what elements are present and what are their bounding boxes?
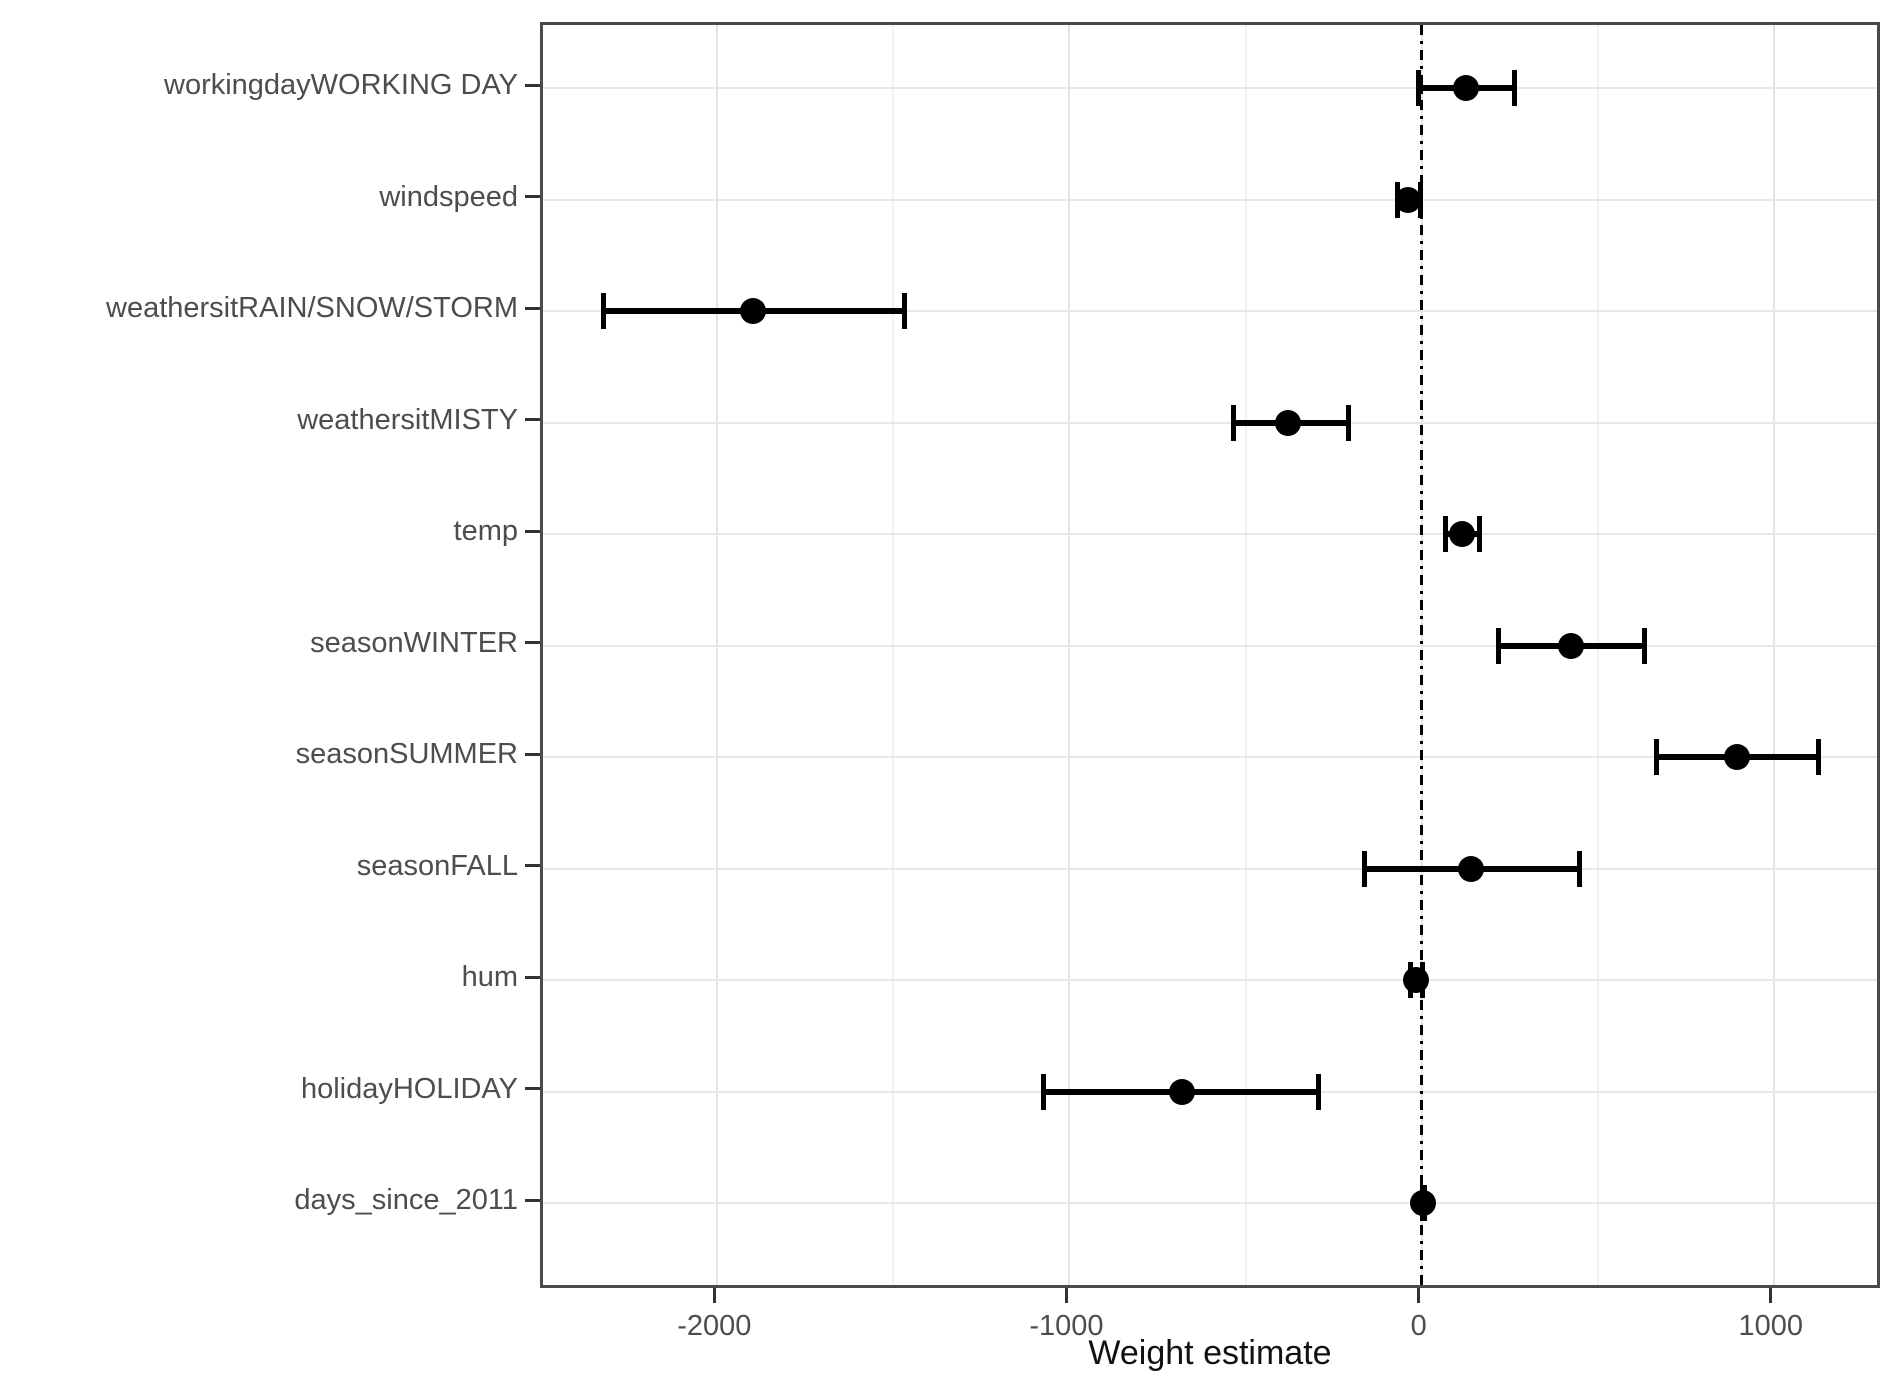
x-tick-label: 0 <box>1410 1310 1427 1342</box>
major-gridline <box>716 25 719 1285</box>
error-bar-cap-right <box>1816 739 1822 775</box>
major-gridline <box>1068 25 1071 1285</box>
x-tick-mark <box>1064 1288 1068 1303</box>
estimate-point <box>1169 1078 1196 1105</box>
y-tick-mark <box>525 1087 540 1090</box>
estimate-point <box>1410 1190 1437 1216</box>
y-tick-mark <box>525 195 540 198</box>
error-bar-cap-left <box>1041 1073 1047 1110</box>
error-bar-cap-right <box>1511 70 1517 106</box>
y-tick-mark <box>525 418 540 421</box>
y-tick-mark <box>525 864 540 867</box>
row-gridline <box>543 421 1877 424</box>
y-axis-label: temp <box>453 515 518 547</box>
y-axis-label: holidayHOLIDAY <box>300 1072 518 1105</box>
error-bar-cap-right <box>1418 181 1424 218</box>
row-gridline <box>543 867 1877 870</box>
y-axis-label: weathersitRAIN/SNOW/STORM <box>106 292 518 324</box>
y-axis-label: windspeed <box>379 180 518 213</box>
row-gridline <box>543 87 1877 89</box>
estimate-point <box>1452 75 1479 101</box>
y-axis-label: workingdayWORKING DAY <box>164 69 518 101</box>
estimate-point <box>739 298 766 324</box>
row-gridline <box>543 756 1877 758</box>
error-bar-cap-left <box>1654 739 1660 775</box>
error-bar-cap-left <box>601 293 607 329</box>
minor-gridline <box>1244 25 1247 1285</box>
x-tick-label: -2000 <box>677 1310 752 1342</box>
x-tick-mark <box>712 1288 716 1303</box>
estimate-point <box>1449 521 1476 547</box>
row-gridline <box>543 1202 1877 1204</box>
error-bar-cap-left <box>1442 516 1448 552</box>
y-tick-mark <box>525 641 540 644</box>
zero-reference-line <box>1420 25 1424 1285</box>
row-gridline <box>543 644 1877 647</box>
error-bar-cap-left <box>1361 850 1367 887</box>
y-axis-label: seasonSUMMER <box>295 738 518 770</box>
y-tick-mark <box>525 529 540 533</box>
estimate-point <box>1394 186 1421 213</box>
error-bar-cap-left <box>1416 70 1422 106</box>
y-axis-label: weathersitMISTY <box>297 403 518 436</box>
x-tick-label: -1000 <box>1029 1310 1104 1342</box>
y-tick-mark <box>525 975 540 979</box>
error-bar-cap-left <box>1231 404 1237 441</box>
plot-panel <box>540 22 1880 1288</box>
y-tick-mark <box>525 1198 540 1202</box>
error-bar-cap-right <box>1642 627 1648 664</box>
row-gridline <box>543 310 1877 312</box>
error-bar-cap-right <box>1576 850 1582 887</box>
major-gridline <box>1772 25 1775 1285</box>
y-axis-label: hum <box>461 961 518 993</box>
error-bar-cap-right <box>902 293 908 329</box>
estimate-point <box>1274 409 1301 436</box>
y-tick-mark <box>525 752 540 756</box>
estimate-point <box>1558 632 1585 659</box>
x-tick-label: 1000 <box>1738 1310 1804 1342</box>
error-bar-cap-left <box>1495 627 1501 664</box>
y-axis-label: seasonWINTER <box>310 626 518 659</box>
estimate-point <box>1403 967 1430 993</box>
row-gridline <box>543 198 1877 201</box>
x-tick-mark <box>1769 1288 1773 1303</box>
y-axis-label: days_since_2011 <box>294 1184 518 1216</box>
row-gridline <box>543 533 1877 535</box>
minor-gridline <box>892 25 895 1285</box>
minor-gridline <box>1596 25 1599 1285</box>
estimate-point <box>1723 744 1750 770</box>
error-bar-cap-right <box>1476 516 1482 552</box>
x-axis-title: Weight estimate <box>1088 1334 1332 1372</box>
error-bar-cap-right <box>1316 1073 1322 1110</box>
error-bar-cap-right <box>1346 404 1352 441</box>
x-tick-mark <box>1417 1288 1421 1303</box>
y-tick-mark <box>525 83 540 87</box>
y-tick-mark <box>525 306 540 310</box>
y-axis-label: seasonFALL <box>356 849 518 882</box>
estimate-point <box>1457 855 1484 882</box>
row-gridline <box>543 979 1877 981</box>
